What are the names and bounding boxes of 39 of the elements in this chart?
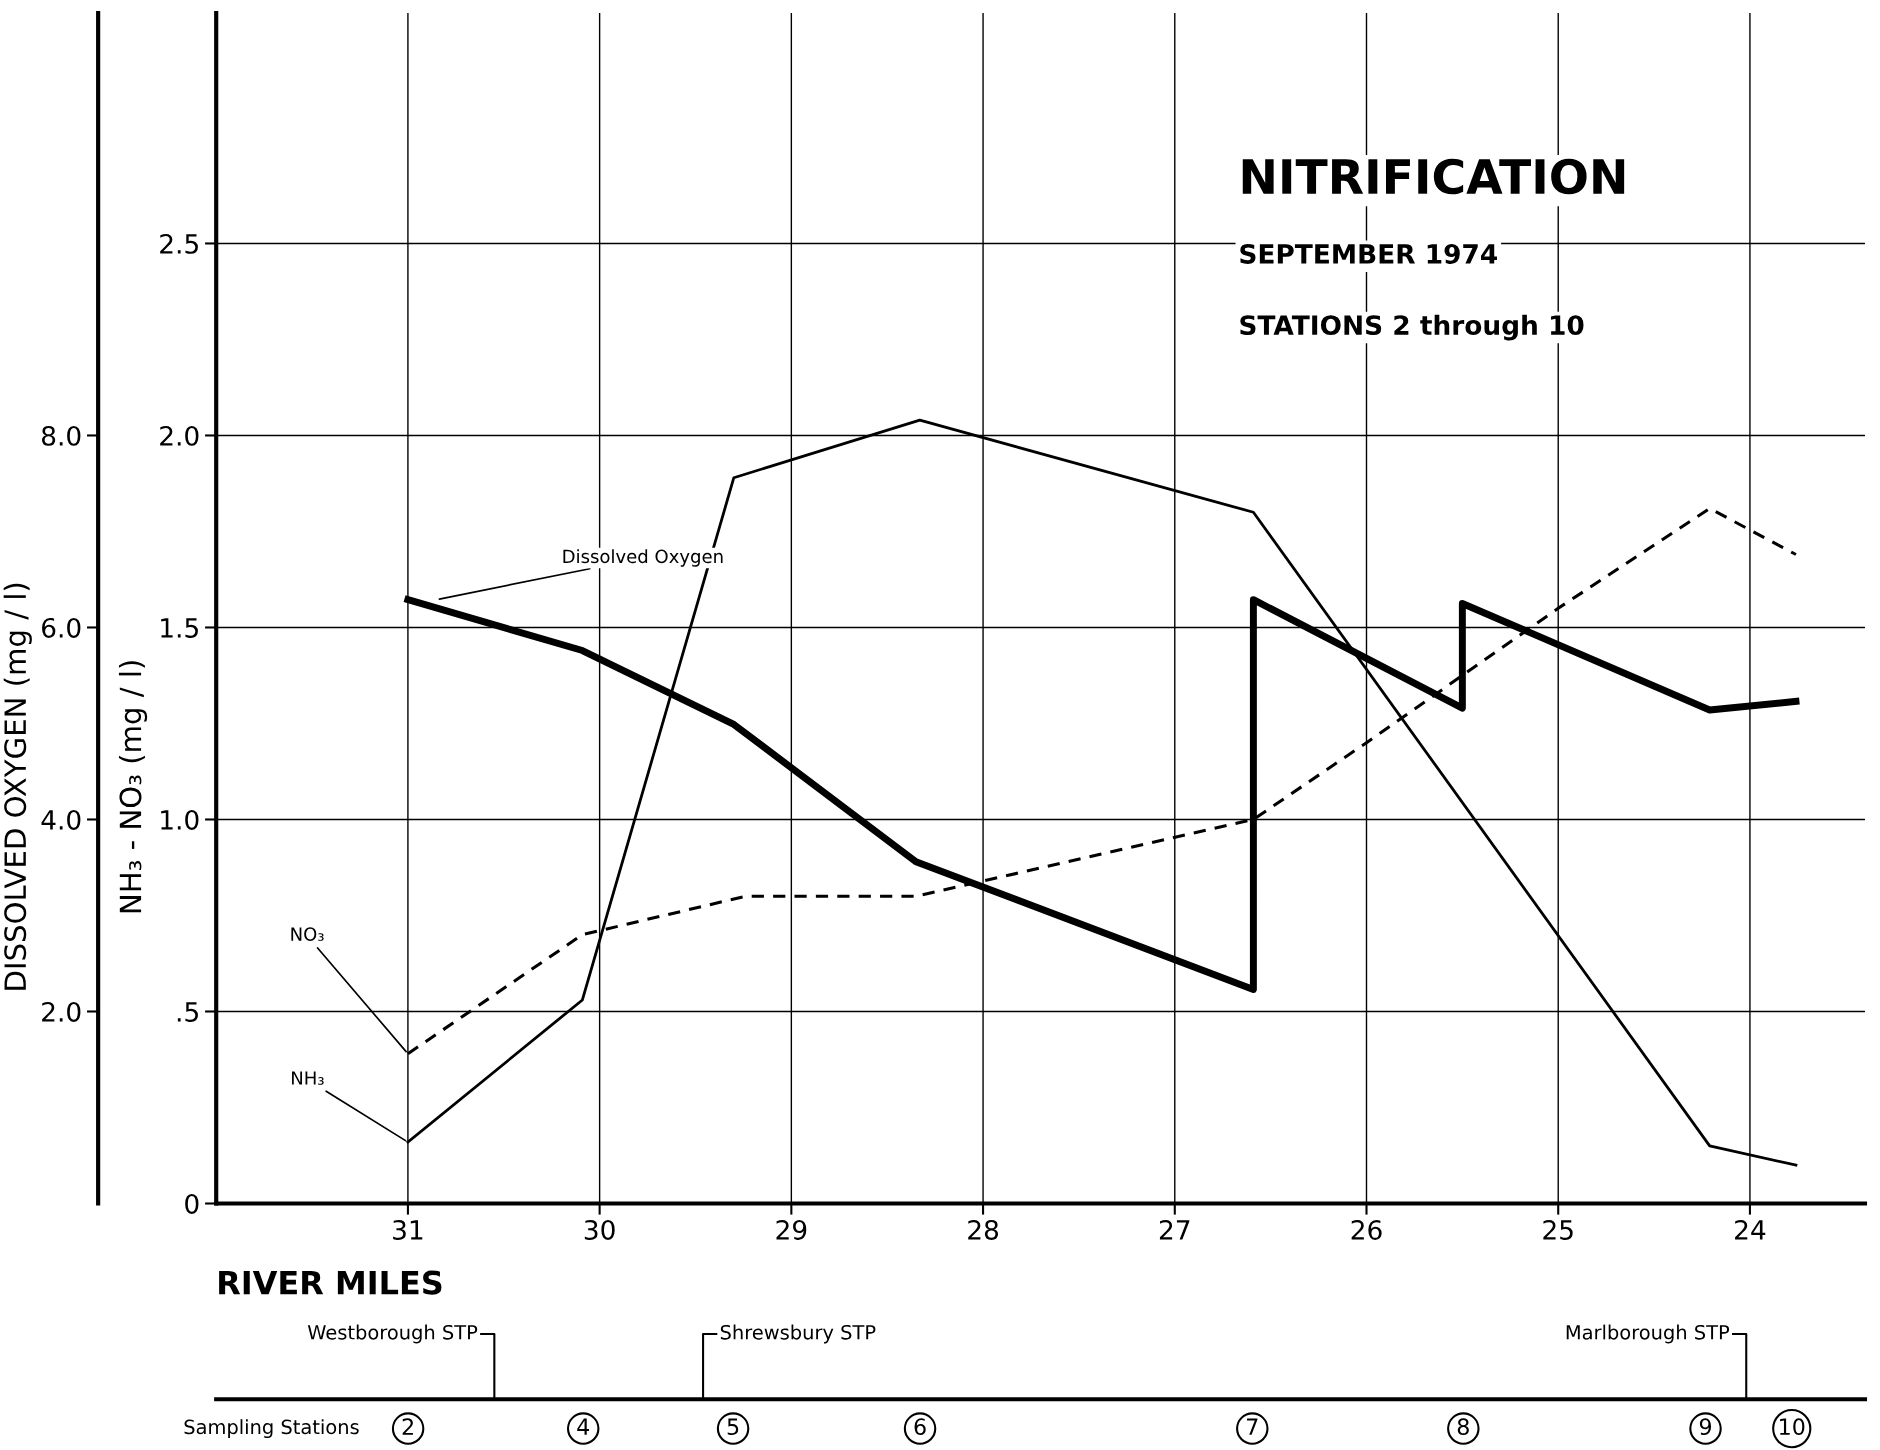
y-tick-label: 1.0: [161, 809, 199, 830]
x-tick-label: 24: [1735, 1219, 1766, 1240]
text: NITRIFICATION: [1242, 158, 1625, 195]
x-tick-label: 31: [393, 1219, 423, 1240]
category-label: 10: [1780, 1418, 1805, 1436]
y2-tick-label: 2.0: [42, 1001, 81, 1022]
y-tick-label: .5: [177, 1002, 198, 1022]
text: NO₃: [291, 927, 324, 941]
y-tick-label: 0: [185, 1193, 199, 1214]
text: Shrewsbury STP: [720, 1324, 876, 1344]
category-label: 8: [1457, 1418, 1469, 1436]
y-tick-label: 2.0: [160, 425, 199, 446]
category-label: 6: [914, 1418, 926, 1436]
x-tick-label: 29: [776, 1219, 807, 1240]
annotation: STATIONS 2 through 10: [1240, 314, 1584, 341]
x-tick-label: 26: [1351, 1219, 1382, 1240]
y2-tick-label: 4.0: [41, 809, 81, 830]
x-tick-label: 28: [968, 1219, 999, 1240]
text: Marlborough STP: [1566, 1324, 1730, 1344]
x-axis-title: RIVER MILES: [219, 1270, 442, 1295]
x-tick-label: 30: [584, 1219, 615, 1240]
y-tick-label: 2.5: [160, 233, 198, 254]
x-tick-label: 25: [1543, 1219, 1573, 1240]
category-label: 5: [727, 1418, 739, 1436]
text: Sampling Stations: [184, 1419, 359, 1439]
y-tick-label: 1.5: [161, 618, 198, 638]
category-label: 7: [1247, 1418, 1258, 1435]
text: Dissolved Oxygen: [563, 549, 723, 567]
category-label: 4: [577, 1418, 590, 1435]
x-tick-label: 27: [1159, 1219, 1190, 1240]
category-label: 9: [1699, 1418, 1712, 1436]
category-label: 2: [402, 1418, 413, 1435]
text: SEPTEMBER 1974: [1240, 243, 1497, 264]
y2-tick-label: 8.0: [42, 425, 81, 446]
y-axis-title: NH₃ - NO₃ (mg / l): [118, 661, 148, 913]
y2-tick-label: 6.0: [42, 617, 81, 638]
text: Westborough STP: [307, 1324, 478, 1344]
y2-axis-title: DISSOLVED OXYGEN (mg / l): [3, 583, 32, 990]
text: NH₃: [292, 1071, 324, 1085]
